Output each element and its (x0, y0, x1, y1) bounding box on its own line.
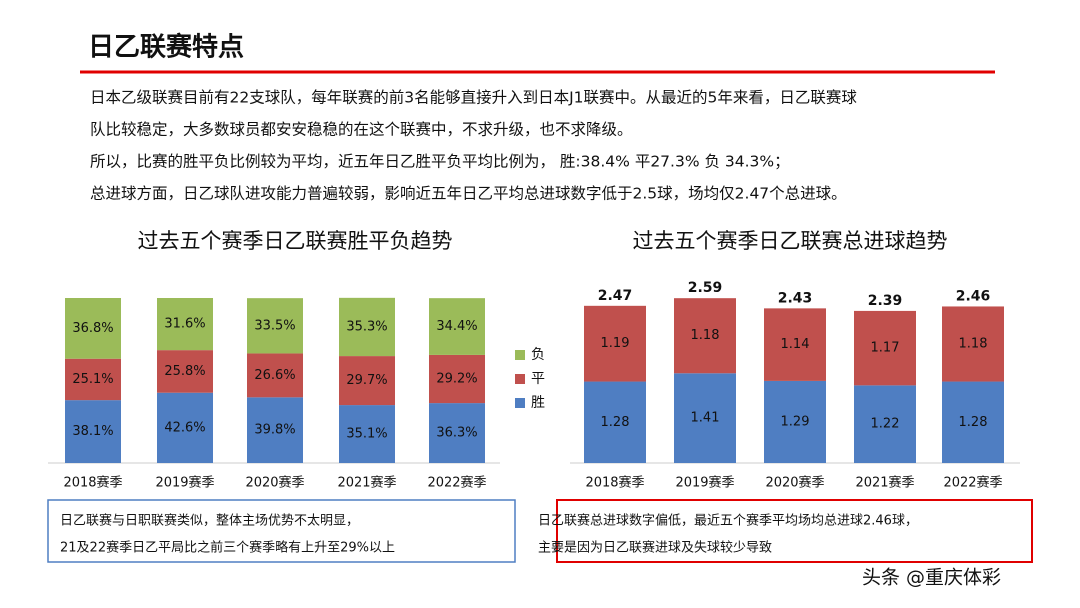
chart-title: 过去五个赛季日乙联赛胜平负趋势 (138, 229, 453, 253)
data-label: 25.8% (164, 364, 205, 379)
data-label: 39.8% (254, 423, 295, 438)
paragraph: 所以，比赛的胜平负比例较为平均，近五年日乙胜平负平均比例为， 胜:38.4% 平… (90, 152, 790, 171)
bar-segment (157, 392, 213, 463)
bar-segment (65, 358, 121, 401)
paragraph: 总进球方面，日乙球队进攻能力普遍较弱，影响近五年日乙平均总进球数字低于2.5球，… (90, 185, 847, 203)
x-tick-label: 2020赛季 (765, 475, 824, 491)
watermark: 头条 @重庆体彩 (862, 567, 1001, 589)
data-label: 34.4% (436, 319, 477, 334)
note-box (47, 499, 516, 563)
bar-segment (584, 305, 646, 382)
note-text: 主要是因为日乙联赛进球及失球较少导致 (538, 540, 772, 556)
note-text: 日乙联赛总进球数字偏低，最近五个赛季平均场均总进球2.46球， (538, 513, 918, 529)
chart-title: 过去五个赛季日乙联赛总进球趋势 (633, 229, 948, 253)
data-label: 25.1% (72, 372, 113, 387)
bar-segment (157, 298, 213, 351)
data-label: 36.3% (436, 426, 477, 441)
x-tick-label: 2021赛季 (337, 475, 396, 491)
data-label: 1.14 (781, 337, 810, 352)
x-tick-label: 2019赛季 (155, 475, 214, 491)
data-label: 1.18 (959, 337, 988, 352)
x-tick-label: 2022赛季 (943, 475, 1002, 491)
legend-label: 胜 (531, 395, 545, 411)
bar-segment (429, 354, 485, 404)
paragraph: 队比较稳定，大多数球员都安安稳稳的在这个联赛中，不求升级，也不求降级。 (90, 120, 633, 139)
data-label: 1.41 (691, 411, 720, 426)
data-label: 1.29 (781, 414, 810, 429)
bar-segment (247, 353, 303, 398)
x-tick-label: 2021赛季 (855, 475, 914, 491)
data-label: 26.6% (254, 368, 295, 383)
data-label: 35.3% (346, 319, 387, 334)
legend-swatch (515, 350, 525, 360)
x-tick-label: 2022赛季 (427, 475, 486, 491)
total-label: 2.43 (778, 290, 813, 306)
bar-segment (247, 298, 303, 354)
bar-segment (339, 356, 395, 406)
data-label: 1.28 (601, 415, 630, 430)
bar-segment (854, 385, 916, 463)
total-label: 2.46 (956, 288, 991, 304)
bar-segment (65, 298, 121, 359)
data-label: 42.6% (164, 420, 205, 435)
x-tick-label: 2018赛季 (585, 475, 644, 491)
bar-segment (674, 373, 736, 463)
legend-label: 负 (531, 347, 545, 363)
bar-segment (854, 310, 916, 386)
bar-segment (429, 403, 485, 463)
data-label: 29.2% (436, 372, 477, 387)
bar-segment (157, 350, 213, 393)
x-tick-label: 2020赛季 (245, 475, 304, 491)
bar-segment (247, 397, 303, 463)
x-tick-label: 2018赛季 (63, 475, 122, 491)
page-title: 日乙联赛特点 (88, 32, 244, 63)
data-label: 1.28 (959, 415, 988, 430)
bar-segment (764, 308, 826, 381)
legend-swatch (515, 398, 525, 408)
legend-label: 平 (531, 371, 545, 387)
bar-segment (942, 306, 1004, 382)
data-label: 36.8% (72, 321, 113, 336)
data-label: 1.22 (871, 417, 900, 432)
bar-segment (339, 297, 395, 357)
note-box (556, 499, 1033, 563)
bar-segment (584, 381, 646, 463)
bar-segment (942, 381, 1004, 463)
legend-swatch (515, 374, 525, 384)
total-label: 2.47 (598, 288, 633, 304)
x-tick-label: 2019赛季 (675, 475, 734, 491)
data-label: 1.18 (691, 328, 720, 343)
data-label: 35.1% (346, 427, 387, 442)
paragraph: 日本乙级联赛目前有22支球队，每年联赛的前3名能够直接升入到日本J1联赛中。从最… (90, 88, 857, 107)
note-text: 日乙联赛与日职联赛类似，整体主场优势不太明显， (60, 513, 359, 529)
total-label: 2.39 (868, 293, 903, 309)
total-label: 2.59 (688, 280, 723, 296)
data-label: 1.19 (601, 336, 630, 351)
data-label: 38.1% (72, 424, 113, 439)
bar-segment (65, 400, 121, 463)
bar-segment (764, 380, 826, 463)
bar-segment (339, 405, 395, 463)
bar-segment (674, 298, 736, 374)
data-label: 29.7% (346, 373, 387, 388)
data-label: 31.6% (164, 317, 205, 332)
data-label: 33.5% (254, 318, 295, 333)
note-text: 21及22赛季日乙平局比之前三个赛季略有上升至29%以上 (60, 540, 395, 556)
data-label: 1.17 (871, 341, 900, 356)
bar-segment (429, 298, 485, 355)
